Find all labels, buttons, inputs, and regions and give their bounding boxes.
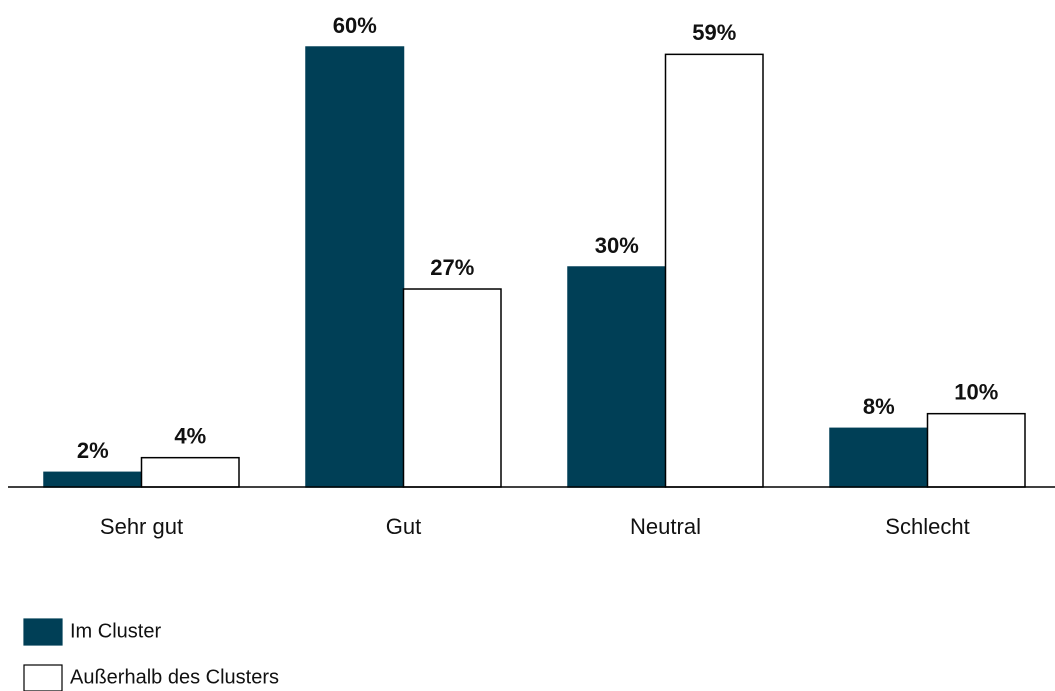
legend-label: Außerhalb des Clusters bbox=[70, 666, 279, 688]
x-tick-label: Schlecht bbox=[885, 514, 969, 539]
bar bbox=[926, 412, 1026, 488]
legend-swatch bbox=[23, 664, 63, 691]
value-label: 59% bbox=[692, 20, 736, 45]
value-label: 4% bbox=[174, 423, 206, 448]
bar bbox=[402, 288, 502, 488]
value-label: 27% bbox=[430, 255, 474, 280]
bar bbox=[664, 53, 764, 488]
legend-swatch bbox=[23, 618, 63, 646]
x-tick-label: Neutral bbox=[630, 514, 701, 539]
value-label: 30% bbox=[595, 233, 639, 258]
x-tick-label: Sehr gut bbox=[100, 514, 183, 539]
bar bbox=[829, 427, 929, 488]
value-label: 8% bbox=[863, 394, 895, 419]
bar bbox=[43, 471, 143, 488]
bar bbox=[567, 266, 667, 488]
value-label: 2% bbox=[77, 438, 109, 463]
x-tick-label: Gut bbox=[386, 514, 421, 539]
value-label: 10% bbox=[954, 379, 998, 404]
value-label: 60% bbox=[333, 13, 377, 38]
bar bbox=[140, 456, 240, 488]
bar bbox=[305, 46, 405, 488]
legend-label: Im Cluster bbox=[70, 620, 161, 642]
